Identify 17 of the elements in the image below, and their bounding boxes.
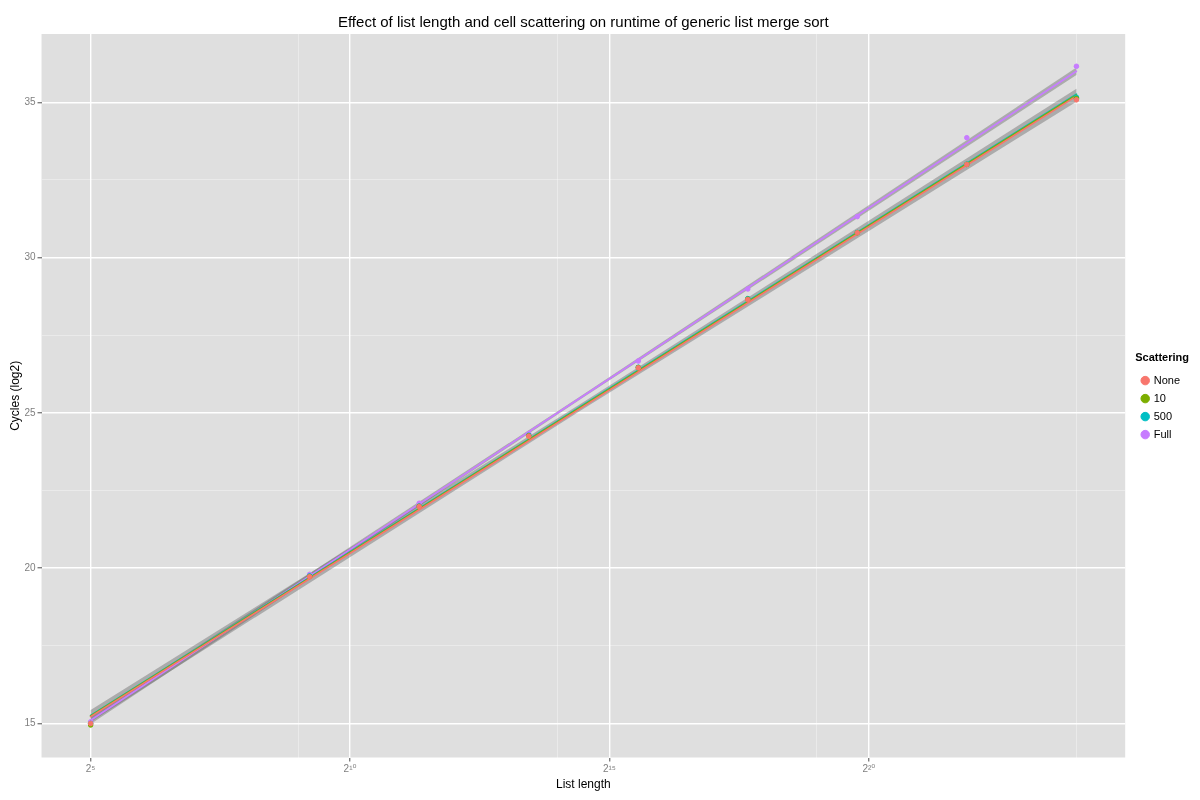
x-axis-title: List length bbox=[556, 777, 611, 792]
chart-title: Effect of list length and cell scattering on runtime of generic list merge sort bbox=[337, 13, 830, 31]
legend-label: None bbox=[1153, 373, 1180, 386]
y-tick-label: 15 bbox=[24, 717, 36, 729]
x-tick-label: 2¹⁵ bbox=[602, 763, 616, 775]
y-tick-label: 20 bbox=[24, 561, 36, 573]
legend-label: 10 bbox=[1153, 391, 1166, 404]
legend-label: Full bbox=[1153, 427, 1172, 440]
y-axis-title: Cycles (log2) bbox=[7, 360, 22, 431]
x-tick-label: 2²⁰ bbox=[862, 763, 876, 775]
y-tick-label: 30 bbox=[24, 251, 36, 263]
legend-label: 500 bbox=[1153, 409, 1173, 422]
y-tick-label: 35 bbox=[24, 96, 36, 108]
legend-title: Scattering bbox=[1135, 351, 1189, 364]
x-tick-label: 2¹⁰ bbox=[343, 763, 357, 775]
y-tick-label: 25 bbox=[24, 406, 36, 418]
x-tick-label: 2⁵ bbox=[85, 763, 96, 775]
